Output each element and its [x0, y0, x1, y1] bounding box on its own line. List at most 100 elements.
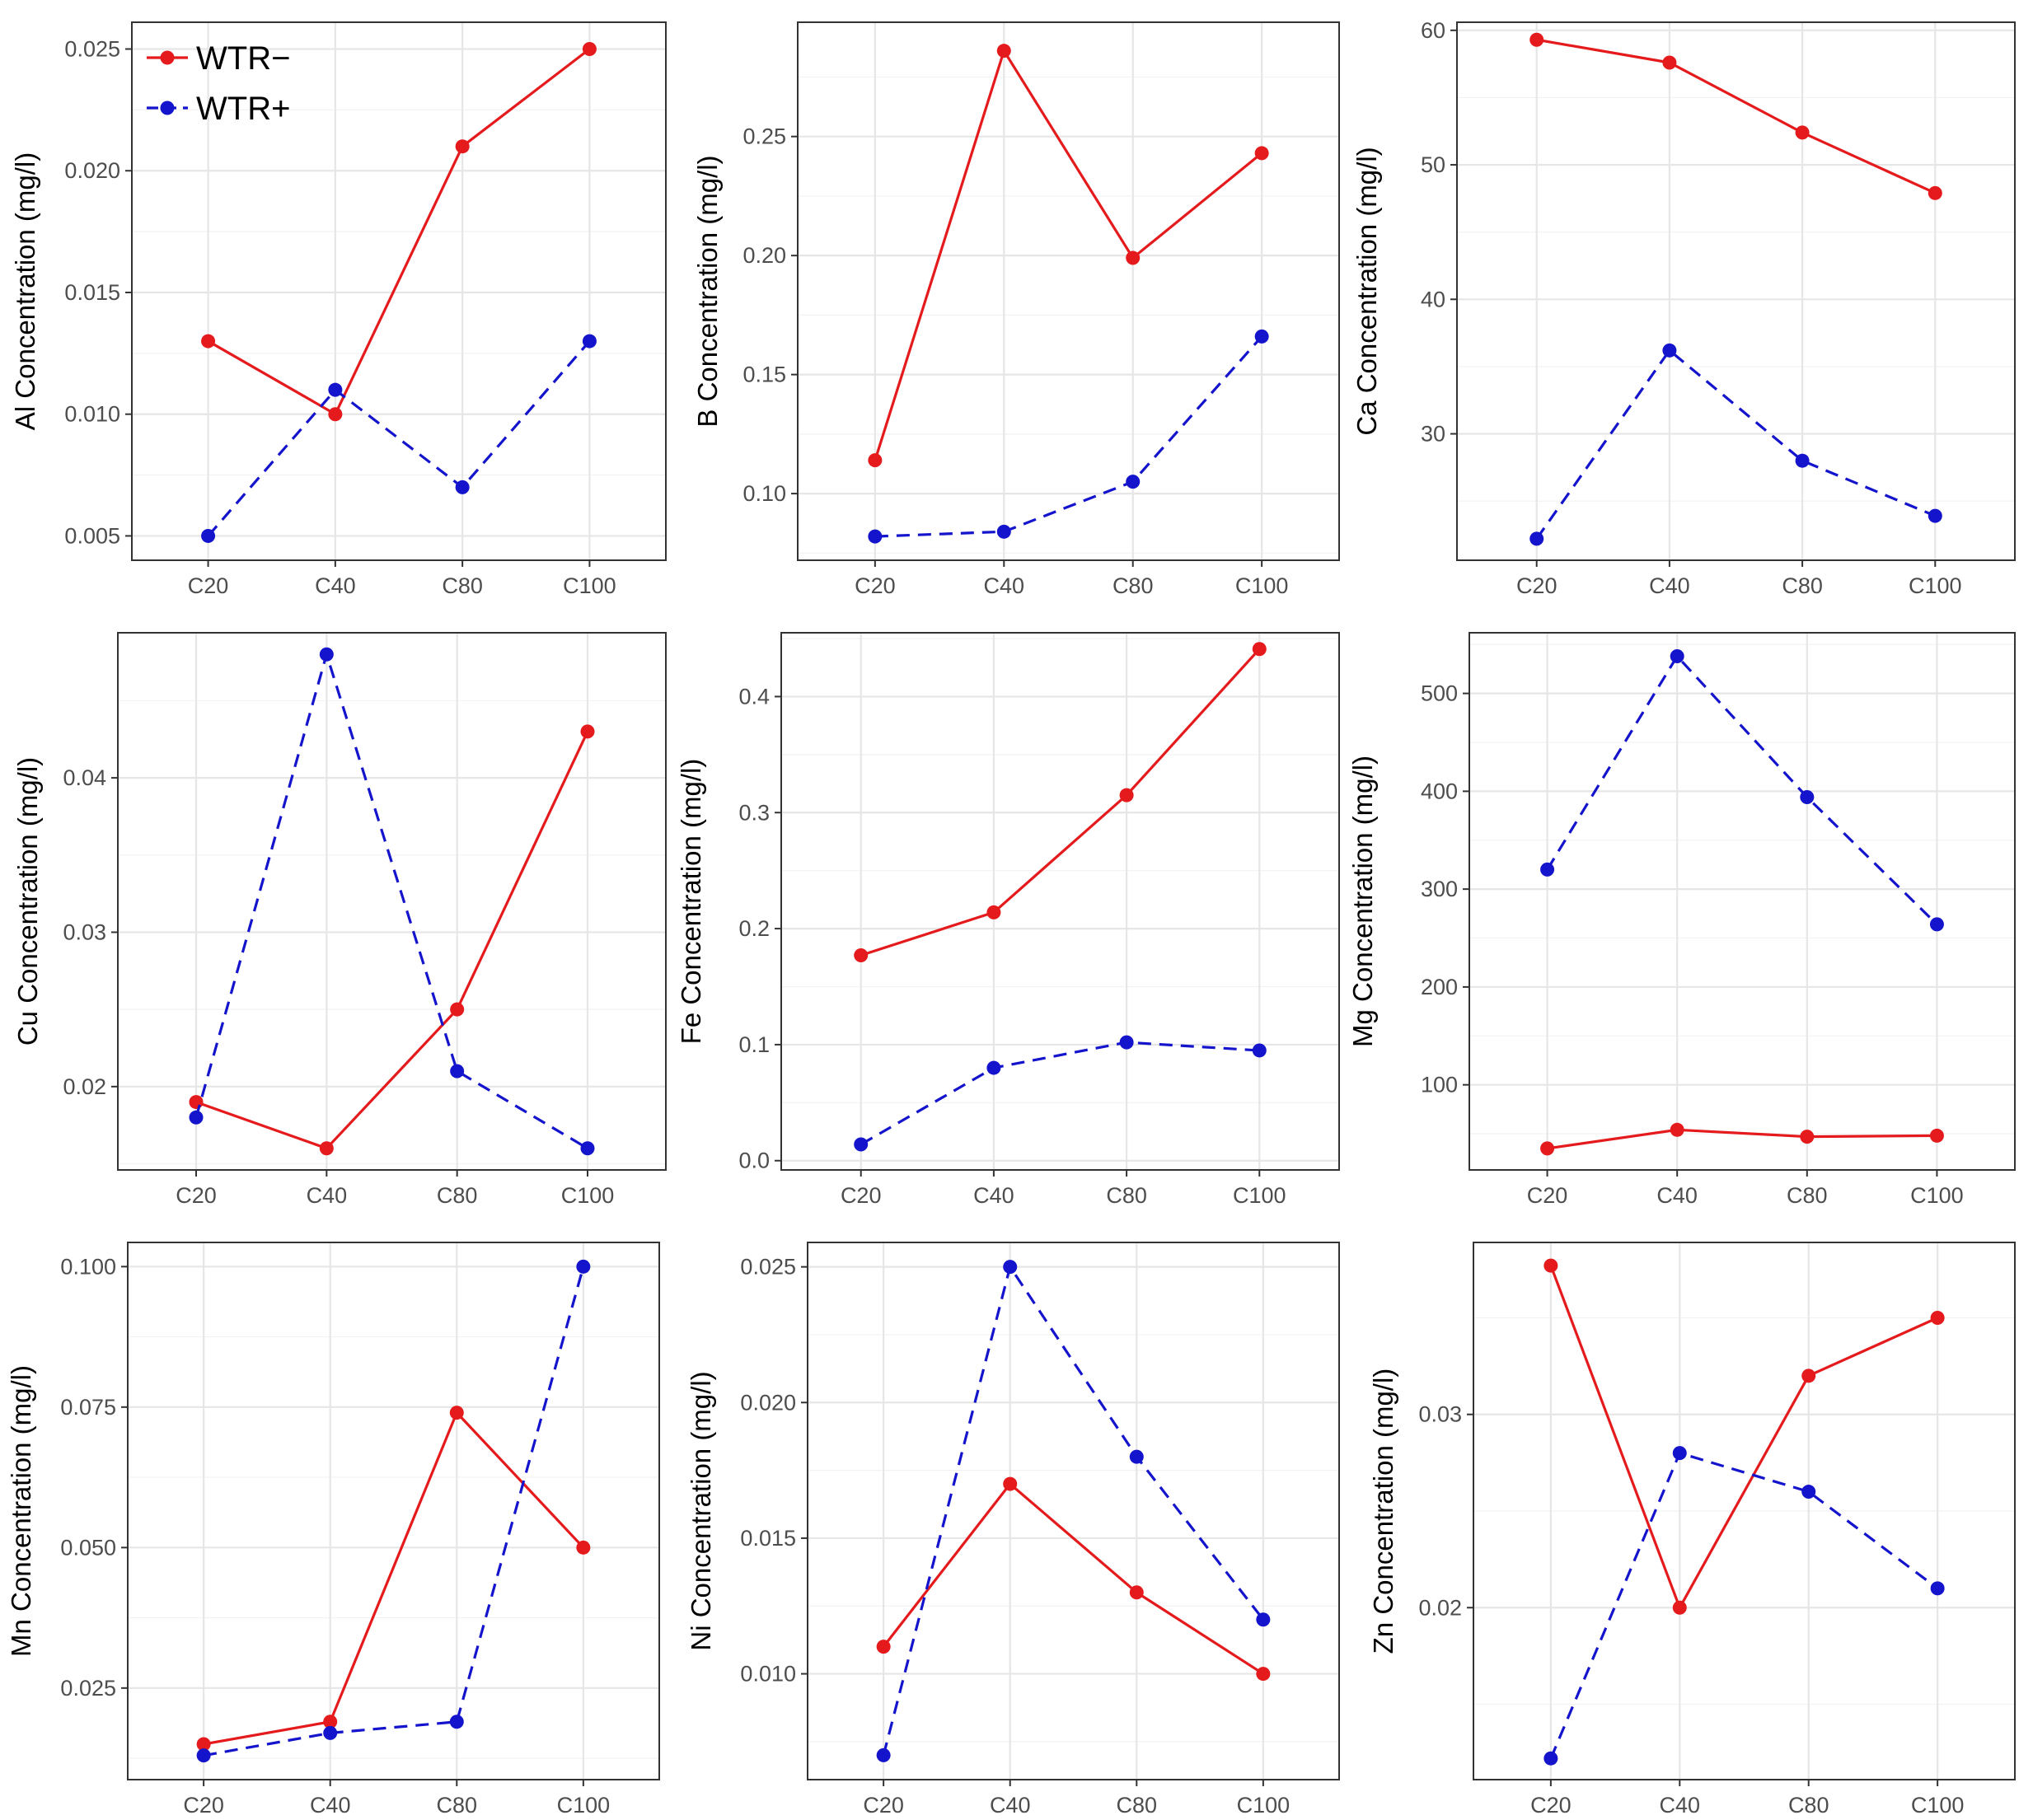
data-point-wtr-minus-c20 — [868, 453, 883, 468]
y-axis-title: Mn Concentration (mg/l) — [6, 1365, 36, 1657]
data-point-wtr-plus-c100 — [1256, 1612, 1271, 1627]
x-tick-label: C20 — [1527, 1183, 1568, 1208]
data-point-wtr-minus-c100 — [1254, 146, 1269, 161]
panel-border — [1469, 632, 2016, 1171]
y-tick-label: 0.050 — [60, 1535, 116, 1560]
panel-background — [808, 1242, 1339, 1780]
y-tick-label: 0.03 — [63, 919, 106, 944]
data-point-wtr-plus-c40 — [1003, 1260, 1018, 1275]
y-tick-label: 0.010 — [64, 402, 120, 427]
data-point-wtr-minus-c80 — [1126, 250, 1141, 265]
data-point-wtr-plus-c80 — [1119, 1035, 1134, 1050]
x-tick-label: C80 — [1788, 1793, 1829, 1818]
y-axis-title: Cu Concentration (mg/l) — [12, 757, 43, 1046]
y-axis-title: Ni Concentration (mg/l) — [686, 1371, 716, 1650]
y-tick-label: 30 — [1421, 422, 1445, 447]
series-line-wtr-plus — [1546, 654, 1938, 926]
data-point-wtr-plus-c80 — [455, 480, 470, 494]
x-tick-label: C100 — [563, 573, 616, 598]
x-tick-label: C20 — [863, 1793, 904, 1818]
data-point-wtr-minus-c40 — [319, 1141, 334, 1156]
panel-border — [780, 632, 1340, 1171]
data-point-wtr-plus-c100 — [1930, 1581, 1945, 1596]
panel-ni: 0.010 0.015 0.020 0.025 C20 C40 C80 C100 Ni Conc… — [686, 1242, 1340, 1818]
data-point-wtr-plus-c20 — [189, 1110, 204, 1125]
y-tick-label: 0.020 — [740, 1390, 796, 1415]
data-point-wtr-plus-c20 — [868, 529, 883, 544]
data-point-wtr-minus-c80 — [450, 1002, 465, 1017]
series-line-wtr-minus — [874, 49, 1263, 461]
data-point-wtr-plus-c20 — [196, 1748, 211, 1763]
data-point-wtr-plus-c40 — [996, 524, 1011, 539]
panel-border — [807, 1242, 1340, 1780]
panel-border — [131, 21, 667, 561]
x-tick-label: C80 — [437, 1793, 478, 1818]
x-tick-label: C100 — [1911, 1793, 1965, 1818]
panel-cu: 0.02 0.03 0.04 C20 C40 C80 C100 Cu Concentratio… — [12, 632, 667, 1208]
data-point-wtr-minus-c20 — [876, 1640, 891, 1654]
data-point-wtr-minus-c20 — [196, 1737, 211, 1752]
x-tick-label: C100 — [1237, 1793, 1291, 1818]
y-tick-label: 300 — [1421, 877, 1458, 901]
panel-zn: 0.02 0.03 C20 C40 C80 C100 Zn Concentration (m… — [1368, 1242, 2016, 1818]
legend: WTR− WTR+ — [147, 40, 290, 127]
y-tick-label: 0.025 — [60, 1676, 116, 1701]
y-axis-title: Zn Concentration (mg/l) — [1368, 1369, 1398, 1654]
data-point-wtr-plus-c40 — [328, 382, 343, 397]
y-tick-label: 0.03 — [1418, 1402, 1462, 1427]
data-point-wtr-plus-c40 — [1670, 649, 1684, 664]
data-point-wtr-minus-c20 — [1529, 32, 1544, 47]
x-tick-label: C100 — [1909, 573, 1962, 598]
x-tick-label: C80 — [1113, 573, 1154, 598]
panel-border — [1473, 1242, 2016, 1780]
data-point-wtr-plus-c80 — [1129, 1449, 1144, 1464]
data-point-wtr-plus-c100 — [580, 1141, 595, 1156]
panel-background — [132, 22, 666, 560]
y-tick-label: 0.02 — [63, 1074, 106, 1099]
y-tick-label: 0.20 — [742, 243, 786, 268]
data-point-wtr-minus-c80 — [449, 1406, 464, 1420]
y-tick-label: 0.005 — [64, 523, 120, 548]
y-tick-label: 0.04 — [63, 765, 106, 790]
panel-border — [117, 632, 667, 1171]
y-axis-title: Al Concentration (mg/l) — [10, 152, 40, 430]
y-tick-label: 0.025 — [64, 37, 120, 62]
panel-background — [1469, 633, 2015, 1170]
data-point-wtr-plus-c20 — [1540, 862, 1555, 877]
y-tick-label: 500 — [1421, 681, 1458, 706]
panel-ca: 30 40 50 60 C20 C40 C80 C100 Ca Concentration (m… — [1351, 18, 2016, 598]
y-tick-label: 0.025 — [740, 1255, 796, 1280]
y-tick-label: 50 — [1421, 152, 1445, 177]
data-point-wtr-plus-c20 — [876, 1747, 891, 1762]
y-axis-title: Ca Concentration (mg/l) — [1351, 147, 1382, 435]
panel-background — [798, 22, 1339, 560]
data-point-wtr-plus-c20 — [201, 528, 216, 543]
x-tick-label: C40 — [990, 1793, 1031, 1818]
y-tick-label: 0.25 — [742, 124, 786, 149]
data-point-wtr-plus-c40 — [1672, 1446, 1687, 1461]
data-point-wtr-minus-c80 — [455, 139, 470, 154]
data-point-wtr-minus-c20 — [854, 947, 869, 962]
data-point-wtr-minus-c100 — [582, 42, 597, 57]
data-point-wtr-plus-c80 — [449, 1715, 464, 1729]
y-tick-label: 40 — [1421, 287, 1445, 311]
y-tick-label: 0.015 — [64, 280, 120, 305]
data-point-wtr-plus-c100 — [1254, 329, 1269, 344]
x-tick-label: C20 — [1516, 573, 1558, 598]
data-point-wtr-minus-c40 — [1003, 1476, 1018, 1491]
series-line-wtr-minus — [1536, 38, 1936, 194]
x-tick-label: C80 — [1782, 573, 1823, 598]
x-tick-label: C40 — [1656, 1183, 1698, 1208]
y-tick-label: 0.4 — [738, 684, 770, 709]
data-point-wtr-minus-c40 — [1662, 55, 1677, 70]
legend-marker-wtr-plus — [160, 101, 175, 115]
panel-b: 0.10 0.15 0.20 0.25 C20 C40 C80 C100 B Concentra… — [692, 21, 1340, 598]
data-point-wtr-plus-c20 — [1529, 531, 1544, 546]
x-tick-label: C40 — [310, 1793, 351, 1818]
series-line-wtr-plus — [1535, 349, 1936, 540]
data-point-wtr-minus-c80 — [1119, 788, 1134, 802]
series-line-wtr-plus — [1549, 1451, 1939, 1759]
x-tick-label: C80 — [1106, 1183, 1147, 1208]
y-tick-label: 0.075 — [60, 1395, 116, 1420]
data-point-wtr-plus-c80 — [1801, 1485, 1816, 1500]
